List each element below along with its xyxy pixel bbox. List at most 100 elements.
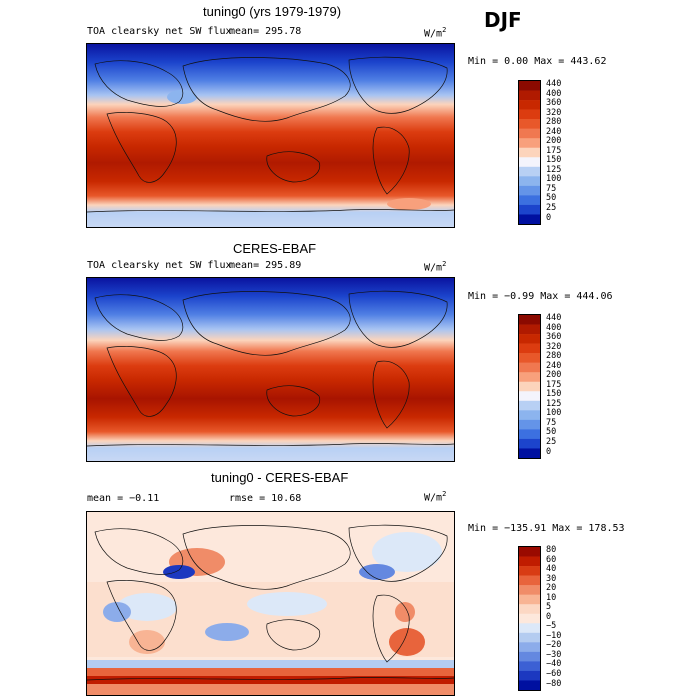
- colorbar-swatch: [519, 166, 540, 177]
- colorbar-tick-label: 240: [546, 360, 562, 371]
- colorbar-swatch: [519, 334, 540, 344]
- panel-2-minmax: Min = −0.99 Max = 444.06: [468, 291, 613, 302]
- colorbar-swatch: [519, 613, 540, 624]
- colorbar-tick-label: 200: [546, 136, 562, 147]
- colorbar-tick-label: 0: [546, 446, 552, 457]
- colorbar-tick-label: 50: [546, 427, 557, 438]
- colorbar-swatch: [519, 391, 540, 402]
- colorbar-tick-label: 280: [546, 351, 562, 362]
- colorbar-swatch: [519, 438, 540, 449]
- colorbar-swatch: [519, 185, 540, 196]
- colorbar-tick-label: 125: [546, 164, 562, 175]
- panel-1-subtitle: TOA clearsky net SW flux: [87, 26, 232, 37]
- colorbar-swatch: [519, 214, 540, 224]
- colorbar-swatch: [519, 381, 540, 392]
- panel-2-coastlines: [87, 290, 454, 447]
- panel-1-colorbar-swatches: [519, 81, 540, 224]
- colorbar-swatch: [519, 372, 540, 383]
- colorbar-tick-label: 175: [546, 379, 562, 390]
- colorbar-tick-label: 5: [546, 602, 552, 613]
- colorbar-swatch: [519, 119, 540, 129]
- colorbar-tick-label: 400: [546, 88, 562, 99]
- colorbar-swatch: [519, 594, 540, 605]
- colorbar-swatch: [519, 547, 540, 557]
- colorbar-swatch: [519, 585, 540, 595]
- colorbar-swatch: [519, 575, 540, 586]
- colorbar-tick-label: 400: [546, 322, 562, 333]
- panel-1-field: [87, 44, 454, 227]
- colorbar-tick-label: 320: [546, 341, 562, 352]
- panel-1-map: [86, 43, 455, 228]
- colorbar-swatch: [519, 204, 540, 215]
- colorbar-tick-label: 40: [546, 564, 557, 575]
- colorbar-tick-label: −80: [546, 678, 562, 689]
- colorbar-tick-label: 80: [546, 545, 557, 555]
- colorbar-swatch: [519, 324, 540, 335]
- colorbar-tick-label: 25: [546, 202, 557, 213]
- colorbar-swatch: [519, 147, 540, 158]
- colorbar-tick-label: 175: [546, 145, 562, 156]
- panel-1-title: tuning0 (yrs 1979-1979): [203, 4, 342, 19]
- colorbar-swatch: [519, 157, 540, 168]
- colorbar-tick-label: −40: [546, 659, 562, 670]
- colorbar-swatch: [519, 566, 540, 576]
- panel-2-title: CERES-EBAF: [233, 241, 317, 256]
- panel-3-mean: mean = −0.11: [87, 493, 160, 504]
- panel-2-colorbar: [518, 314, 541, 459]
- colorbar-swatch: [519, 429, 540, 440]
- colorbar-swatch: [519, 353, 540, 363]
- colorbar-swatch: [519, 343, 540, 354]
- panel-2-subtitle: TOA clearsky net SW flux: [87, 260, 232, 271]
- colorbar-swatch: [519, 410, 540, 421]
- colorbar-swatch: [519, 109, 540, 120]
- panel-3-coastlines: [87, 524, 454, 681]
- colorbar-tick-label: −20: [546, 640, 562, 651]
- colorbar-tick-label: −60: [546, 668, 562, 679]
- panel-3-field: [87, 512, 454, 695]
- colorbar-tick-label: 50: [546, 193, 557, 204]
- colorbar-tick-label: 240: [546, 126, 562, 137]
- panel-2-field: [87, 278, 454, 461]
- colorbar-swatch: [519, 651, 540, 662]
- colorbar-swatch: [519, 642, 540, 653]
- colorbar-tick-label: −30: [546, 649, 562, 660]
- colorbar-tick-label: 200: [546, 370, 562, 381]
- colorbar-tick-label: −5: [546, 621, 557, 632]
- colorbar-swatch: [519, 670, 540, 681]
- panel-2-colorbar-swatches: [519, 315, 540, 458]
- colorbar-swatch: [519, 176, 540, 187]
- panel-3-minmax: Min = −135.91 Max = 178.53: [468, 523, 625, 534]
- panel-1-mean: mean= 295.78: [229, 26, 302, 37]
- colorbar-swatch: [519, 400, 540, 411]
- colorbar-tick-label: 60: [546, 554, 557, 565]
- panel-3-unit: W/m2: [424, 490, 447, 504]
- colorbar-tick-label: 100: [546, 408, 562, 419]
- colorbar-swatch: [519, 556, 540, 567]
- colorbar-swatch: [519, 661, 540, 672]
- colorbar-tick-label: 75: [546, 417, 557, 428]
- colorbar-swatch: [519, 632, 540, 643]
- colorbar-tick-label: 360: [546, 332, 562, 343]
- colorbar-tick-label: 360: [546, 98, 562, 109]
- colorbar-swatch: [519, 128, 540, 139]
- colorbar-tick-label: 0: [546, 611, 552, 622]
- colorbar-tick-label: 20: [546, 583, 557, 594]
- colorbar-swatch: [519, 419, 540, 430]
- season-label: DJF: [484, 8, 522, 32]
- colorbar-swatch: [519, 623, 540, 634]
- panel-2-unit: W/m2: [424, 260, 447, 274]
- colorbar-tick-label: 320: [546, 107, 562, 118]
- colorbar-swatch: [519, 90, 540, 101]
- panel-3-title: tuning0 - CERES-EBAF: [211, 470, 349, 485]
- colorbar-swatch: [519, 315, 540, 325]
- colorbar-tick-label: 10: [546, 592, 557, 603]
- colorbar-tick-label: 280: [546, 117, 562, 128]
- panel-3-rmse: rmse = 10.68: [229, 493, 302, 504]
- colorbar-swatch: [519, 195, 540, 206]
- colorbar-tick-label: 150: [546, 389, 562, 400]
- panel-1-coastlines: [87, 56, 454, 213]
- colorbar-swatch: [519, 604, 540, 615]
- colorbar-tick-label: 125: [546, 398, 562, 409]
- colorbar-swatch: [519, 448, 540, 458]
- colorbar-tick-label: 30: [546, 573, 557, 584]
